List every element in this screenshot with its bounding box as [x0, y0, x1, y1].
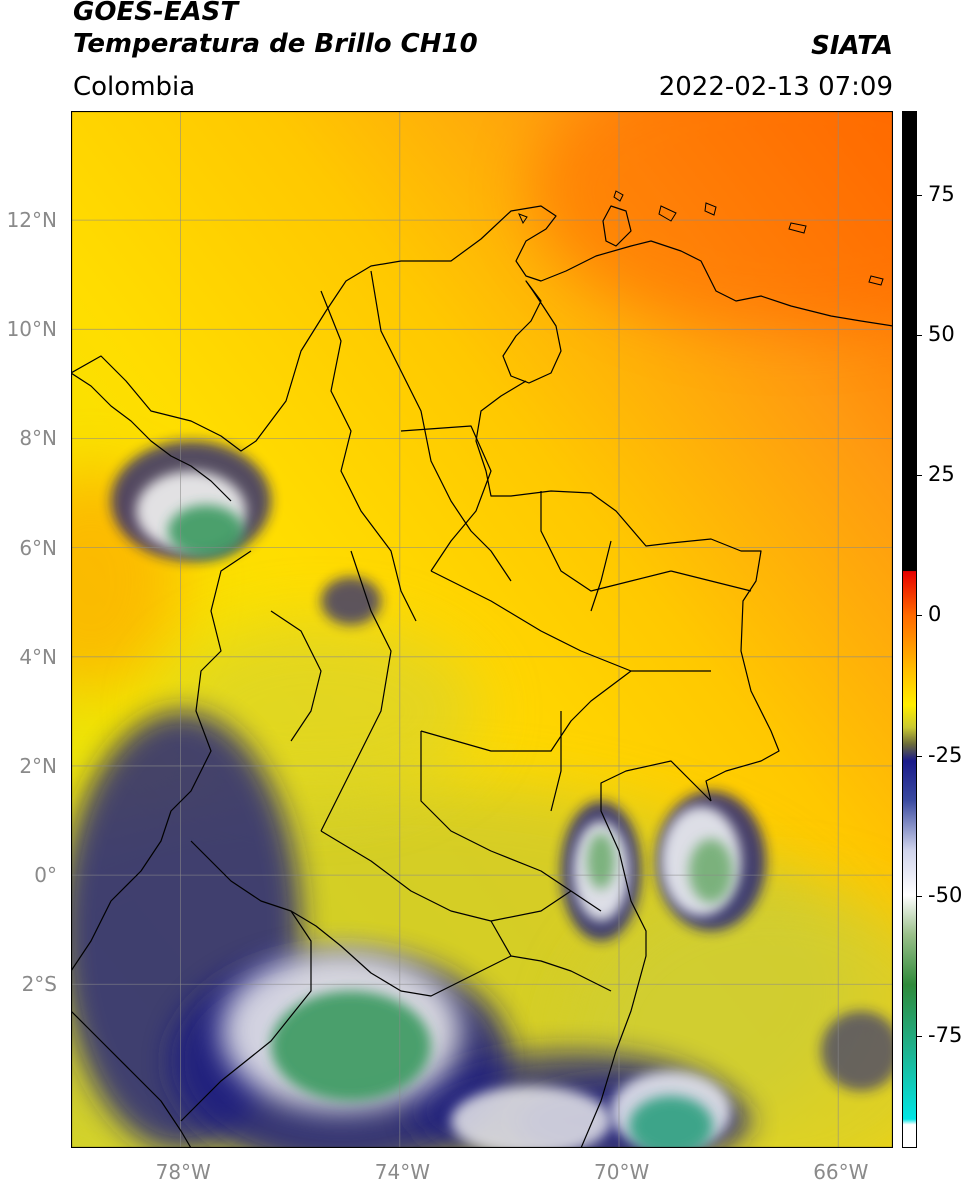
agency-label: SIATA [811, 31, 893, 61]
inner-department-5 [320, 550, 392, 832]
latitude-tick-label: 4°N [19, 644, 57, 669]
latitude-tick-label: 8°N [19, 426, 57, 451]
cloud-band-east-3 [821, 1011, 893, 1091]
colorbar-tick-mark [917, 755, 922, 757]
boundaries [71, 205, 893, 1148]
colorbar-tick-label: -75 [928, 1022, 963, 1047]
colorbar-tick-mark [917, 615, 922, 617]
inner-department-14 [590, 540, 612, 612]
cold-core-southeast [629, 1096, 713, 1148]
island-curacao [658, 205, 677, 222]
longitude-tick-label: 66°W [813, 1160, 869, 1184]
inner-department-12 [670, 570, 752, 592]
map-frame [71, 111, 893, 1148]
caribbean-coastline [71, 205, 893, 452]
map-canvas [71, 111, 893, 1148]
cloud-band-central-1 [321, 577, 381, 625]
datetime-label: 2022-02-13 07:09 [658, 72, 893, 102]
colombia-peru-ecuador-border [190, 840, 612, 997]
ecuador-coast [71, 1010, 192, 1148]
paraguana-peninsula [602, 205, 632, 247]
island-west [518, 213, 528, 225]
latitude-tick-label: 2°N [19, 753, 57, 778]
colorbar-tick-mark [917, 895, 922, 897]
colorbar-tick-label: 25 [928, 462, 955, 487]
inner-department-10 [270, 610, 322, 742]
brightness-temperature-map[interactable] [71, 111, 893, 1148]
colorbar-tick-label: -25 [928, 742, 963, 767]
colombia-brazil-border [580, 760, 712, 1148]
inner-department-8 [320, 830, 572, 922]
cold-core-south [271, 991, 431, 1101]
inner-department-3 [400, 425, 492, 572]
pacific-coastline [71, 550, 252, 972]
island-bonaire [704, 202, 717, 216]
warm-sea-region [531, 111, 893, 331]
longitude-tick-label: 70°W [594, 1160, 650, 1184]
maracaibo-lake [502, 280, 562, 384]
inner-department-6 [420, 670, 711, 752]
island-east [868, 275, 884, 286]
colorbar-tick-mark [917, 195, 922, 197]
cold-core-east-2 [689, 839, 733, 903]
colorbar-tick-mark [917, 475, 922, 477]
inner-department-2 [370, 270, 512, 582]
product-title: Temperatura de Brillo CH10 [73, 29, 478, 59]
island-margarita [788, 222, 807, 234]
inner-department-4 [430, 570, 632, 672]
satellite-title: GOES-EAST [73, 0, 239, 27]
colorbar-tick-label: 75 [928, 182, 955, 207]
longitude-tick-label: 78°W [155, 1160, 211, 1184]
cloud-top-southcentral [451, 1086, 611, 1148]
peru-boundary [180, 910, 312, 1122]
latitude-tick-label: 6°N [19, 535, 57, 560]
colorbar-tick-label: 0 [928, 602, 942, 627]
cold-core-east-1 [587, 833, 615, 889]
inner-department-1 [320, 290, 417, 622]
latitude-tick-label: 0° [34, 863, 57, 888]
latitude-tick-label: 10°N [6, 317, 57, 342]
cold-core-pacific-north [168, 505, 244, 557]
panama-coast [71, 372, 232, 502]
colorbar-tick-mark [917, 1035, 922, 1037]
temperature-colorbar [902, 111, 917, 1148]
island-aruba [613, 190, 624, 202]
colombia-venezuela-border [475, 380, 780, 802]
inner-department-11 [540, 491, 672, 592]
colorbar-tick-label: -50 [928, 882, 963, 907]
colorbar-tick-mark [917, 335, 922, 337]
latitude-tick-label: 2°S [21, 972, 57, 997]
colorbar-tick-label: 50 [928, 322, 955, 347]
caribbean-islands [518, 190, 884, 286]
graticule [71, 111, 893, 1148]
inner-department-9 [490, 920, 512, 957]
region-label: Colombia [73, 72, 196, 102]
inner-department-13 [550, 711, 562, 812]
latitude-tick-label: 12°N [6, 208, 57, 233]
longitude-tick-label: 74°W [374, 1160, 431, 1184]
